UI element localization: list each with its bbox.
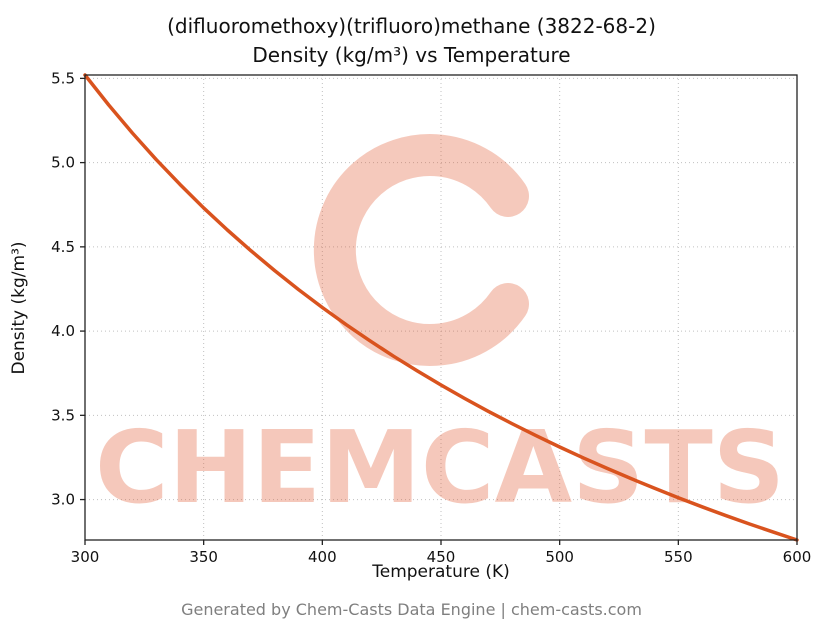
x-axis-label: Temperature (K): [371, 562, 510, 582]
y-tick-label: 4.0: [51, 322, 75, 340]
x-tick-label: 550: [664, 548, 693, 566]
footer-credit: Generated by Chem-Casts Data Engine | ch…: [181, 600, 642, 619]
y-tick-label: 5.0: [51, 154, 75, 172]
density-curve: [83, 73, 799, 542]
chart-title-line2: Density (kg/m³) vs Temperature: [252, 43, 571, 67]
watermark: CHEMCASTS: [95, 134, 785, 526]
y-tick-label: 3.0: [51, 491, 75, 509]
x-tick-label: 600: [783, 548, 812, 566]
x-tick-label: 500: [545, 548, 574, 566]
y-axis-label: Density (kg/m³): [9, 241, 29, 374]
watermark-text: CHEMCASTS: [95, 409, 785, 526]
chart-title-line1: (difluoromethoxy)(trifluoro)methane (382…: [167, 14, 656, 38]
y-tick-label: 4.5: [51, 238, 75, 256]
plot-area: CHEMCASTS 300 350 400 450 500 550 600 3.0 3.5 4.0…: [0, 60, 823, 599]
x-tick-label: 400: [308, 548, 337, 566]
x-tick-label: 450: [427, 548, 456, 566]
y-tick-label: 3.5: [51, 406, 75, 424]
x-tick-label: 350: [189, 548, 218, 566]
density-vs-temperature-plot: CHEMCASTS 300 350 400 450 500 550 600 3.0 3.5 4.0…: [9, 69, 811, 582]
watermark-c-logo-icon: [313, 134, 529, 366]
axes: 300 350 400 450 500 550 600 3.0 3.5 4.0 4.5 5.0 5.5: [51, 69, 811, 566]
chart-title: (difluoromethoxy)(trifluoro)methane (382…: [0, 0, 823, 70]
x-tick-label: 300: [71, 548, 100, 566]
y-tick-label: 5.5: [51, 69, 75, 87]
data-series-density: [83, 73, 799, 542]
